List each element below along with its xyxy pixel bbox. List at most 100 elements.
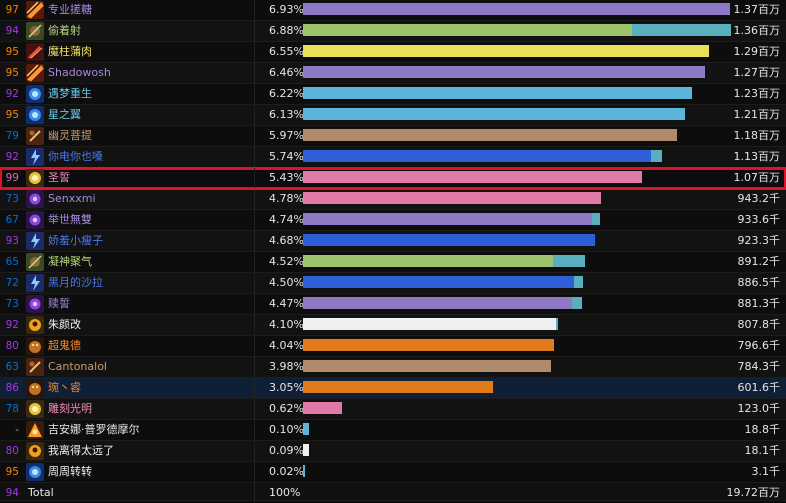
damage-amount: 1.21百万 (733, 108, 781, 121)
table-row[interactable]: 80 超鬼德 4.04% 796.6千 (0, 336, 786, 357)
damage-bar-track (303, 444, 735, 456)
player-name-link[interactable]: 超鬼德 (48, 339, 81, 352)
table-row[interactable]: 97 专业搓糖 6.93% 1.37百万 (0, 0, 786, 21)
table-row[interactable]: 92 朱颜改 4.10% 807.8千 (0, 315, 786, 336)
damage-bar (303, 24, 632, 36)
damage-percent: 6.22% (269, 87, 304, 100)
column-divider (254, 252, 255, 272)
table-row[interactable]: 78 雕刻光明 0.62% 123.0千 (0, 399, 786, 420)
table-row[interactable]: 79 幽灵菩提 5.97% 1.18百万 (0, 126, 786, 147)
damage-amount: 891.2千 (737, 255, 781, 268)
player-name-link[interactable]: 你电你也嗓 (48, 150, 103, 163)
player-name-link[interactable]: 遇梦重生 (48, 87, 92, 100)
damage-percent: 5.43% (269, 171, 304, 184)
damage-percent: 3.05% (269, 381, 304, 394)
damage-bar-secondary (556, 318, 558, 330)
damage-percent: 6.93% (269, 3, 304, 16)
table-row[interactable]: 65 凝神聚气 4.52% 891.2千 (0, 252, 786, 273)
player-name-link[interactable]: 赎誓 (48, 297, 70, 310)
damage-percent: 4.04% (269, 339, 304, 352)
table-row[interactable]: 67 举世無雙 4.74% 933.6千 (0, 210, 786, 231)
damage-bar-track (303, 3, 735, 15)
table-row[interactable]: 94 偷着射 6.88% 1.36百万 (0, 21, 786, 42)
jaina-icon (26, 421, 44, 439)
player-name-link[interactable]: 雕刻光明 (48, 402, 92, 415)
player-name-link[interactable]: 偷着射 (48, 24, 81, 37)
shaman-icon (26, 148, 44, 166)
player-name-link[interactable]: 专业搓糖 (48, 3, 92, 16)
table-row[interactable]: 99 圣誓 5.43% 1.07百万 (0, 167, 786, 190)
player-name-link[interactable]: 魔柱蒲肉 (48, 45, 92, 58)
rank-score: 95 (5, 67, 19, 79)
player-name-link[interactable]: 我离得太远了 (48, 444, 114, 457)
rank-score: 73 (5, 298, 19, 310)
player-name-link[interactable]: Shadowosh (48, 66, 111, 79)
player-name-link[interactable]: 幽灵菩提 (48, 129, 92, 142)
damage-bar-secondary (592, 213, 600, 225)
player-name-link[interactable]: 周周转转 (48, 465, 92, 478)
player-name-link[interactable]: 圣誓 (48, 171, 70, 184)
table-row[interactable]: 86 琬丶䜭 3.05% 601.6千 (0, 378, 786, 399)
damage-amount: 1.07百万 (733, 171, 781, 184)
column-divider (254, 441, 255, 461)
table-row[interactable]: 92 你电你也嗓 5.74% 1.13百万 (0, 147, 786, 168)
table-row[interactable]: 95 魔柱蒲肉 6.55% 1.29百万 (0, 42, 786, 63)
rank-score: 73 (5, 193, 19, 205)
frost-mage-icon (26, 463, 44, 481)
damage-amount: 1.18百万 (733, 129, 781, 142)
damage-bar (303, 150, 651, 162)
column-divider (254, 168, 255, 188)
column-divider (254, 462, 255, 482)
damage-bar-track (303, 465, 735, 477)
rank-score: 95 (5, 466, 19, 478)
player-name-link[interactable]: 黑月的沙拉 (48, 276, 103, 289)
table-row[interactable]: 95 Shadowosh 6.46% 1.27百万 (0, 63, 786, 84)
damage-bar-track (303, 234, 735, 246)
table-row[interactable]: 72 黑月的沙拉 4.50% 886.5千 (0, 273, 786, 294)
player-name-link[interactable]: Cantonalol (48, 360, 107, 373)
damage-bar (303, 108, 685, 120)
total-row: 94 Total 100% 19.72百万 (0, 483, 786, 503)
damage-bar (303, 45, 709, 57)
player-name-link[interactable]: 琬丶䜭 (48, 381, 81, 394)
rank-score: 72 (5, 277, 19, 289)
table-row[interactable]: 95 星之翼 6.13% 1.21百万 (0, 105, 786, 126)
player-name-link[interactable]: 星之翼 (48, 108, 81, 121)
player-name-link[interactable]: 娇羞小瘦子 (48, 234, 103, 247)
damage-amount: 933.6千 (737, 213, 781, 226)
rank-score: 95 (5, 46, 19, 58)
damage-bar (303, 171, 642, 183)
table-row[interactable]: - 吉安娜·普罗德摩尔 0.10% 18.8千 (0, 420, 786, 441)
table-row[interactable]: 93 娇羞小瘦子 4.68% 923.3千 (0, 231, 786, 252)
table-row[interactable]: 73 赎誓 4.47% 881.3千 (0, 294, 786, 315)
player-name-link[interactable]: 凝神聚气 (48, 255, 92, 268)
damage-percent: 6.88% (269, 24, 304, 37)
damage-percent: 6.13% (269, 108, 304, 121)
column-divider (254, 147, 255, 167)
column-divider (254, 483, 255, 503)
damage-bar (303, 213, 592, 225)
hunter-icon (26, 22, 44, 40)
table-row[interactable]: 95 周周转转 0.02% 3.1千 (0, 462, 786, 483)
table-row[interactable]: 63 Cantonalol 3.98% 784.3千 (0, 357, 786, 378)
damage-bar-track (303, 108, 735, 120)
damage-bar-track (303, 66, 735, 78)
player-name-link[interactable]: 举世無雙 (48, 213, 92, 226)
priest-icon (26, 442, 44, 460)
table-row[interactable]: 80 我离得太远了 0.09% 18.1千 (0, 441, 786, 462)
player-name-link[interactable]: 吉安娜·普罗德摩尔 (48, 423, 140, 436)
rank-score: 86 (5, 382, 19, 394)
rank-score: 79 (5, 130, 19, 142)
column-divider (254, 189, 255, 209)
table-row[interactable]: 73 Senxxmi 4.78% 943.2千 (0, 189, 786, 210)
damage-bar (303, 66, 705, 78)
warrior-icon (26, 127, 44, 145)
player-name-link[interactable]: 朱颜改 (48, 318, 81, 331)
damage-bar-secondary (572, 297, 582, 309)
damage-amount: 1.29百万 (733, 45, 781, 58)
player-name-link[interactable]: Senxxmi (48, 192, 96, 205)
priest-icon (26, 316, 44, 334)
damage-bar (303, 444, 309, 456)
table-row[interactable]: 92 遇梦重生 6.22% 1.23百万 (0, 84, 786, 105)
column-divider (254, 357, 255, 377)
